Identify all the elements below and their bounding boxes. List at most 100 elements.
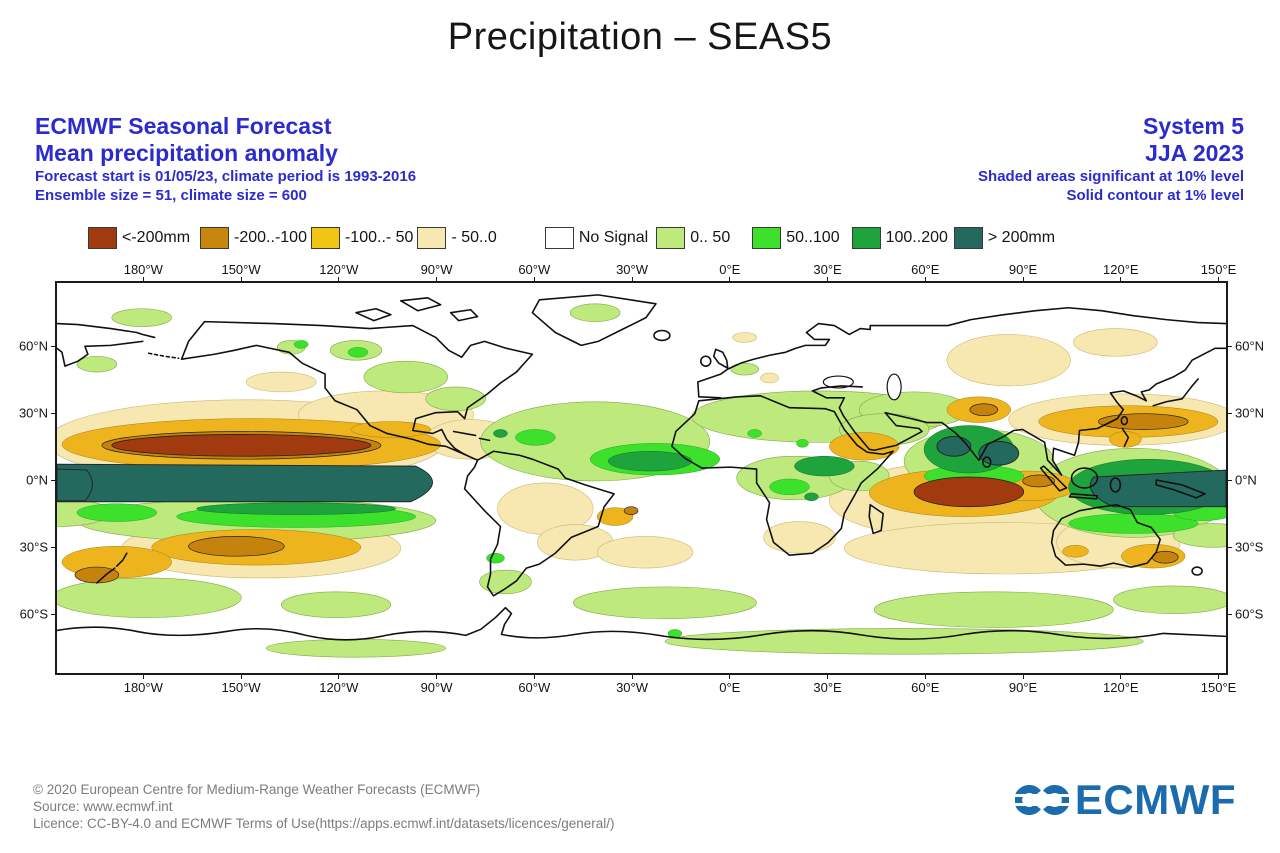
anomaly-shading-brown-core: [111, 434, 1025, 508]
lat-tickmark: [51, 345, 56, 347]
lat-tickmark: [51, 613, 56, 615]
lon-tick-label-top: 180°W: [123, 262, 163, 277]
header-left: ECMWF Seasonal Forecast Mean precipitati…: [35, 113, 416, 205]
legend-item: 100..200: [851, 227, 948, 249]
lon-tickmark: [827, 674, 829, 679]
legend-label: > 200mm: [987, 229, 1056, 246]
legend-item: <-200mm: [88, 227, 190, 249]
lon-tickmark: [240, 277, 242, 282]
inland-seas: [822, 373, 902, 401]
legend-swatch: [656, 227, 686, 249]
significance-note: Shaded areas significant at 10% level: [978, 168, 1244, 185]
anomaly-shading-teal-wet: [57, 435, 1226, 508]
lat-tickmark: [51, 412, 56, 414]
lon-tickmark: [827, 277, 829, 282]
lon-tickmark: [729, 277, 731, 282]
lon-tick-label-bottom: 90°E: [1008, 680, 1038, 695]
lon-tick-label-bottom: 90°W: [420, 680, 453, 695]
legend-label: 50..100: [786, 229, 840, 246]
system-label: System 5: [1142, 113, 1244, 139]
legend-swatch: [88, 227, 117, 249]
legend-item: -200..-100: [200, 227, 307, 249]
lat-tick-label-right: 30°N: [1235, 405, 1265, 421]
ecmwf-logo-text: ECMWF: [1074, 776, 1236, 823]
legend-label: No Signal: [578, 229, 649, 246]
licence-line: Licence: CC-BY-4.0 and ECMWF Terms of Us…: [33, 816, 615, 831]
lon-tick-label-top: 60°W: [518, 262, 551, 277]
lat-tickmark: [1227, 479, 1232, 481]
lon-tick-label-bottom: 30°E: [813, 680, 842, 695]
legend-item: > 200mm: [953, 227, 1056, 249]
lat-tickmark: [1227, 412, 1232, 414]
lon-tickmark: [1218, 674, 1220, 679]
legend-label: - 50..0: [451, 229, 497, 246]
lon-tickmark: [924, 674, 926, 679]
lon-tick-label-top: 150°W: [221, 262, 261, 277]
lon-tickmark: [142, 277, 144, 282]
legend-label: -200..-100: [234, 229, 307, 246]
ecmwf-logo: ECMWF: [1014, 776, 1236, 824]
lat-tick-label-left: 60°S: [19, 606, 48, 622]
lon-tick-label-bottom: 60°W: [518, 680, 551, 695]
legend-item: -100..- 50: [310, 227, 414, 249]
lon-tickmark: [533, 277, 535, 282]
lon-tickmark: [1218, 277, 1220, 282]
lon-tickmark: [240, 674, 242, 679]
copyright-line: © 2020 European Centre for Medium-Range …: [33, 782, 481, 797]
lat-tick-label-right: 30°S: [1235, 539, 1264, 555]
color-legend: <-200mm -200..-100 -100..- 50 - 50..0 No Sig…: [88, 227, 1055, 249]
legend-swatch: [851, 227, 881, 249]
lon-tickmark: [436, 277, 438, 282]
lat-tickmark: [1227, 613, 1232, 615]
lon-tick-label-top: 90°E: [1008, 262, 1038, 277]
ensemble-info: Ensemble size = 51, climate size = 600: [35, 187, 307, 204]
lat-tickmark: [1227, 546, 1232, 548]
coastlines: [57, 294, 1226, 641]
forecast-name: ECMWF Seasonal Forecast: [35, 113, 332, 139]
legend-item: No Signal: [544, 227, 649, 249]
lon-tick-label-top: 90°W: [420, 262, 453, 277]
lon-tick-label-bottom: 120°W: [319, 680, 359, 695]
lat-tick-label-left: 30°N: [18, 405, 48, 421]
world-map: 180°W 180°W 150°W 150°W 120°W 120°W 90°W 90°W 60…: [19, 262, 1264, 695]
source-line: Source: www.ecmwf.int: [33, 799, 173, 814]
legend-label: -100..- 50: [344, 229, 414, 246]
season-label: JJA 2023: [1145, 140, 1244, 166]
legend-label: <-200mm: [122, 229, 191, 246]
header-right: System 5 JJA 2023 Shaded areas significa…: [978, 113, 1244, 205]
lat-tick-label-right: 60°S: [1235, 606, 1264, 622]
lon-tickmark: [924, 277, 926, 282]
lon-tickmark: [631, 674, 633, 679]
footer-attribution: © 2020 European Centre for Medium-Range …: [33, 781, 615, 832]
lon-tick-label-bottom: 150°W: [221, 680, 261, 695]
world-map-svg: [57, 294, 1226, 658]
lon-tick-label-top: 120°E: [1103, 262, 1139, 277]
lon-tick-label-top: 150°E: [1200, 262, 1237, 277]
lon-tickmark: [436, 674, 438, 679]
lon-tick-label-top: 30°E: [813, 262, 842, 277]
legend-label: 100..200: [885, 229, 948, 246]
lat-tick-label-right: 60°N: [1235, 338, 1265, 354]
lat-tick-label-right: 0°N: [1235, 472, 1257, 488]
lon-tick-label-bottom: 30°W: [616, 680, 649, 695]
lon-tick-label-bottom: 120°E: [1103, 680, 1139, 695]
lon-tick-label-top: 120°W: [319, 262, 359, 277]
lon-tickmark: [729, 674, 731, 679]
legend-item: 50..100: [752, 227, 840, 249]
lon-tickmark: [533, 674, 535, 679]
page-title: Precipitation – SEAS5: [447, 16, 833, 58]
variable-name: Mean precipitation anomaly: [35, 140, 338, 166]
lon-tick-label-top: 0°E: [719, 262, 741, 277]
contour-note: Solid contour at 1% level: [1066, 187, 1244, 204]
lon-tick-label-bottom: 180°W: [123, 680, 163, 695]
lon-tickmark: [338, 277, 340, 282]
lat-tickmark: [1227, 345, 1232, 347]
lon-tickmark: [338, 674, 340, 679]
legend-item: - 50..0: [417, 227, 497, 249]
forecast-start: Forecast start is 01/05/23, climate peri…: [35, 168, 417, 185]
lon-tickmark: [1120, 674, 1122, 679]
legend-swatch: [953, 227, 983, 249]
lon-tickmark: [1022, 277, 1024, 282]
ecmwf-logo-icon: [1014, 785, 1069, 815]
